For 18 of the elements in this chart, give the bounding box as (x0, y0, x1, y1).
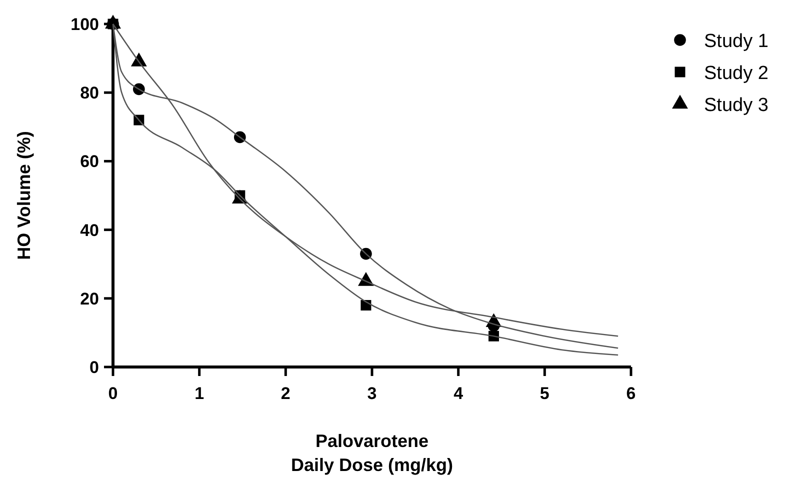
x-tick-label: 5 (540, 384, 550, 403)
legend-label: Study 2 (704, 63, 768, 84)
x-tick-label: 0 (108, 384, 118, 403)
y-tick-label: 60 (80, 152, 99, 172)
y-tick-label: 0 (90, 358, 99, 377)
x-tick-label: 6 (626, 384, 636, 403)
y-axis-title: HO Volume (%) (14, 131, 34, 260)
legend-label: Study 1 (704, 31, 768, 52)
y-tick-label: 20 (80, 289, 99, 308)
x-tick-label: 4 (454, 384, 464, 403)
y-tick-label: 100 (70, 15, 99, 34)
x-axis-title: Palovarotene Daily Dose (mg/kg) (290, 431, 454, 475)
y-tick-label: 80 (80, 84, 99, 103)
x-tick-label: 1 (194, 384, 204, 403)
legend-label: Study 3 (704, 95, 768, 116)
y-tick-label: 40 (80, 220, 99, 240)
x-tick-label: 2 (280, 384, 290, 403)
x-tick-label: 3 (367, 384, 377, 403)
